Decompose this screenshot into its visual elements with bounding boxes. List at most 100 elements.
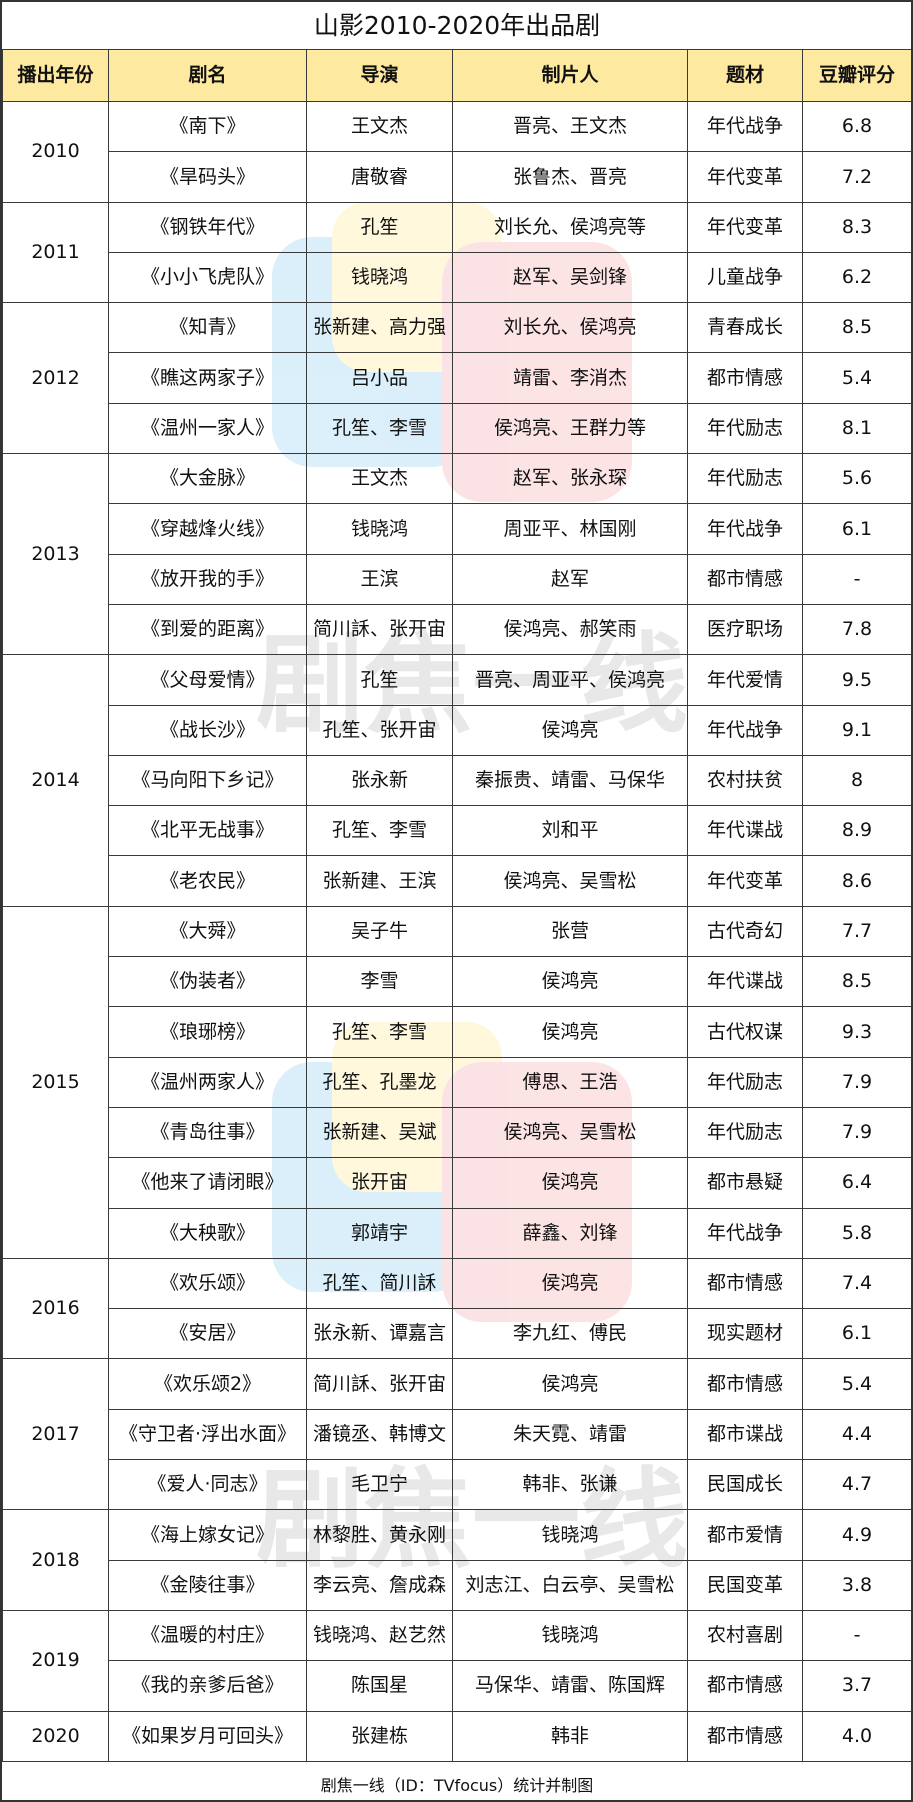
score-cell: 9.3 bbox=[801, 1006, 911, 1058]
genre-cell: 年代变革 bbox=[687, 855, 803, 907]
score-cell: 8.5 bbox=[801, 956, 911, 1008]
score-cell: 4.9 bbox=[801, 1509, 911, 1561]
table-row: 《安居》 张永新、谭嘉言 李九红、傅民 现实题材 6.1 bbox=[3, 1308, 911, 1360]
table-row: 《金陵往事》 李云亮、詹成森 刘志江、白云亭、吴雪松 民国变革 3.8 bbox=[3, 1559, 911, 1611]
producer-cell: 刘长允、侯鸿亮 bbox=[452, 302, 688, 354]
genre-cell: 农村扶贫 bbox=[687, 754, 803, 807]
year-cell: 2012 bbox=[2, 302, 109, 455]
year-cell: 2015 bbox=[2, 905, 109, 1259]
score-cell: 8.3 bbox=[801, 201, 911, 253]
score-cell: 3.8 bbox=[801, 1559, 911, 1611]
producer-cell: 薛鑫、刘锋 bbox=[452, 1207, 688, 1259]
genre-cell: 年代励志 bbox=[687, 1106, 803, 1159]
producer-cell: 侯鸿亮 bbox=[452, 1157, 688, 1209]
director-cell: 王滨 bbox=[306, 553, 453, 605]
score-cell: 6.2 bbox=[801, 251, 911, 304]
genre-cell: 年代战争 bbox=[687, 1207, 803, 1259]
director-cell: 孔笙、张开宙 bbox=[306, 704, 453, 756]
year-cell: 2011 bbox=[2, 201, 109, 304]
table-row: 《爱人·同志》 毛卫宁 韩非、张谦 民国成长 4.7 bbox=[3, 1459, 911, 1511]
score-cell: 8.6 bbox=[801, 855, 911, 907]
producer-cell: 刘志江、白云亭、吴雪松 bbox=[452, 1559, 688, 1611]
drama-name-cell: 《战长沙》 bbox=[108, 704, 307, 756]
table-row: 《老农民》 张新建、王滨 侯鸿亮、吴雪松 年代变革 8.6 bbox=[3, 855, 911, 907]
director-cell: 王文杰 bbox=[306, 453, 453, 505]
director-cell: 简川訸、张开宙 bbox=[306, 1358, 453, 1410]
score-cell: 8 bbox=[801, 754, 911, 807]
producer-cell: 侯鸿亮、郝笑雨 bbox=[452, 603, 688, 656]
drama-name-cell: 《海上嫁女记》 bbox=[108, 1509, 307, 1561]
producer-cell: 侯鸿亮 bbox=[452, 956, 688, 1008]
genre-cell: 年代战争 bbox=[687, 100, 803, 153]
table-row: 2014 《父母爱情》 孔笙 晋亮、周亚平、侯鸿亮 年代爱情 9.5 bbox=[2, 654, 911, 907]
table-row: 《穿越烽火线》 钱晓鸿 周亚平、林国刚 年代战争 6.1 bbox=[3, 503, 911, 555]
table-row: 《温州两家人》 孔笙、孔墨龙 傅思、王浩 年代励志 7.9 bbox=[3, 1056, 911, 1108]
drama-name-cell: 《温暖的村庄》 bbox=[108, 1609, 307, 1662]
genre-cell: 年代爱情 bbox=[687, 654, 803, 706]
genre-cell: 年代战争 bbox=[687, 704, 803, 756]
genre-cell: 都市悬疑 bbox=[687, 1157, 803, 1209]
producer-cell: 张鲁杰、晋亮 bbox=[452, 151, 688, 203]
drama-name-cell: 《温州两家人》 bbox=[108, 1056, 307, 1108]
producer-cell: 刘和平 bbox=[452, 805, 688, 857]
producer-cell: 侯鸿亮、王群力等 bbox=[452, 402, 688, 455]
score-cell: 8.9 bbox=[801, 805, 911, 857]
director-cell: 吴子牛 bbox=[306, 905, 453, 958]
genre-cell: 医疗职场 bbox=[687, 603, 803, 656]
drama-name-cell: 《伪装者》 bbox=[108, 956, 307, 1008]
score-cell: 5.4 bbox=[801, 352, 911, 404]
director-cell: 孔笙、李雪 bbox=[306, 805, 453, 857]
header-name: 剧名 bbox=[108, 49, 307, 102]
header-row: 播出年份 剧名 导演 制片人 题材 豆瓣评分 bbox=[2, 49, 911, 102]
producer-cell: 赵军、吴剑锋 bbox=[452, 251, 688, 304]
table-row: 2013 《大金脉》 王文杰 赵军、张永琛 年代励志 5.6 bbox=[2, 453, 911, 656]
director-cell: 李雪 bbox=[306, 956, 453, 1008]
drama-name-cell: 《马向阳下乡记》 bbox=[108, 754, 307, 807]
director-cell: 孔笙 bbox=[306, 201, 453, 253]
table-row: 《守卫者·浮出水面》 潘镜丞、韩博文 朱天霓、靖雷 都市谍战 4.4 bbox=[3, 1408, 911, 1461]
drama-name-cell: 《他来了请闭眼》 bbox=[108, 1157, 307, 1209]
year-cell: 2014 bbox=[2, 654, 109, 907]
score-cell: 5.8 bbox=[801, 1207, 911, 1259]
producer-cell: 周亚平、林国刚 bbox=[452, 503, 688, 555]
score-cell: 8.5 bbox=[801, 302, 911, 354]
year-cell: 2010 bbox=[2, 101, 109, 203]
table-row: 《到爱的距离》 简川訸、张开宙 侯鸿亮、郝笑雨 医疗职场 7.8 bbox=[3, 603, 911, 656]
drama-name-cell: 《琅琊榜》 bbox=[108, 1006, 307, 1058]
director-cell: 毛卫宁 bbox=[306, 1459, 453, 1511]
score-cell: 4.4 bbox=[801, 1408, 911, 1461]
table-row: 2015 《大舜》 吴子牛 张营 古代奇幻 7.7 bbox=[2, 905, 911, 1259]
producer-cell: 侯鸿亮 bbox=[452, 1257, 688, 1310]
director-cell: 陈国星 bbox=[306, 1660, 453, 1712]
genre-cell: 都市情感 bbox=[687, 352, 803, 404]
score-cell: 6.1 bbox=[801, 503, 911, 555]
drama-name-cell: 《大舜》 bbox=[108, 905, 307, 958]
score-cell: 7.7 bbox=[801, 905, 911, 958]
score-cell: 9.1 bbox=[801, 704, 911, 756]
producer-cell: 韩非、张谦 bbox=[452, 1459, 688, 1511]
director-cell: 唐敬睿 bbox=[306, 151, 453, 203]
producer-cell: 钱晓鸿 bbox=[452, 1509, 688, 1561]
producer-cell: 李九红、傅民 bbox=[452, 1308, 688, 1360]
genre-cell: 年代励志 bbox=[687, 1056, 803, 1108]
header-genre: 题材 bbox=[687, 49, 803, 102]
producer-cell: 张营 bbox=[452, 905, 688, 958]
drama-name-cell: 《安居》 bbox=[108, 1308, 307, 1360]
year-cell: 2018 bbox=[2, 1509, 109, 1611]
director-cell: 孔笙 bbox=[306, 654, 453, 706]
table-row: 《马向阳下乡记》 张永新 秦振贵、靖雷、马保华 农村扶贫 8 bbox=[3, 754, 911, 807]
genre-cell: 年代变革 bbox=[687, 201, 803, 253]
genre-cell: 都市情感 bbox=[687, 553, 803, 605]
header-score: 豆瓣评分 bbox=[801, 49, 911, 102]
director-cell: 孔笙、简川訸 bbox=[306, 1257, 453, 1310]
director-cell: 钱晓鸿 bbox=[306, 503, 453, 555]
header-year: 播出年份 bbox=[2, 49, 109, 102]
drama-name-cell: 《老农民》 bbox=[108, 855, 307, 907]
genre-cell: 都市爱情 bbox=[687, 1509, 803, 1561]
table-title: 山影2010-2020年出品剧 bbox=[2, 2, 911, 50]
drama-name-cell: 《到爱的距离》 bbox=[108, 603, 307, 656]
genre-cell: 年代励志 bbox=[687, 402, 803, 455]
score-cell: 4.0 bbox=[801, 1710, 911, 1762]
title-row: 山影2010-2020年出品剧 bbox=[2, 2, 911, 50]
